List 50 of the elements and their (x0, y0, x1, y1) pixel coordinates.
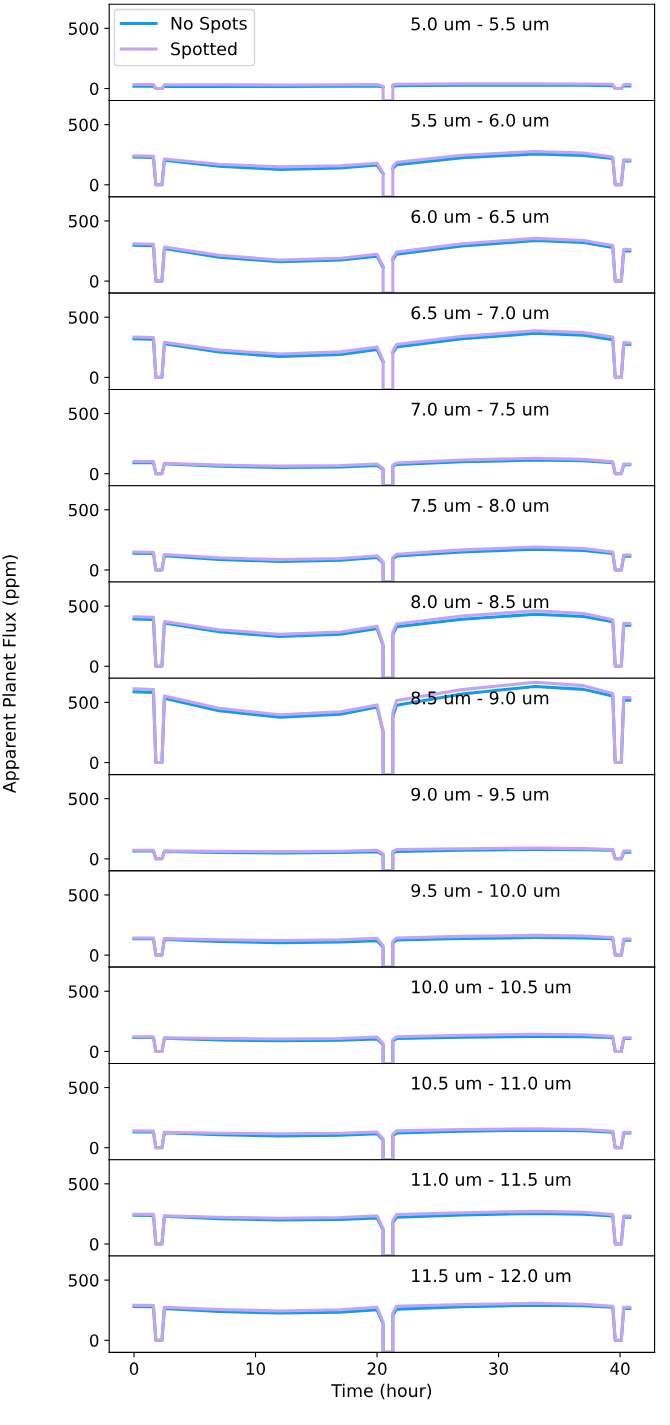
y-tick-label: 0 (89, 371, 99, 384)
y-tick-label: 0 (89, 275, 99, 288)
y-tick-label: 0 (89, 467, 99, 481)
y-tick-label: 500 (68, 1177, 99, 1191)
x-tick-label: 10 (246, 1362, 266, 1375)
y-tick-label: 500 (68, 22, 99, 35)
y-tick-label: 500 (68, 118, 99, 132)
x-tick-label: 0 (129, 1362, 139, 1375)
y-tick-label: 500 (68, 1274, 99, 1287)
y-tick-label: 0 (89, 1141, 99, 1155)
text: 6.0 um - 6.5 um (411, 209, 549, 224)
y-tick-label: 500 (68, 1081, 99, 1095)
y-tick-label: 500 (68, 600, 99, 613)
text: 10.5 um - 11.0 um (412, 1076, 571, 1090)
text: 6.5 um - 7.0 um (411, 306, 549, 320)
y-tick-label: 500 (68, 503, 99, 517)
y-tick-label: 0 (89, 660, 99, 673)
y-axis-title: Apparent Planet Flux (ppm) (2, 555, 20, 794)
y-tick-label: 0 (89, 756, 99, 770)
x-axis-title: Time (hour) (331, 1383, 432, 1400)
text: 5.0 um - 5.5 um (411, 17, 549, 31)
y-tick-label: 0 (89, 852, 99, 866)
x-tick-label: 40 (610, 1362, 630, 1375)
x-tick-label: 20 (367, 1362, 387, 1375)
y-tick-label: 500 (68, 696, 99, 709)
y-tick-label: 0 (89, 563, 99, 577)
y-tick-label: 0 (89, 178, 99, 192)
text: 5.5 um - 6.0 um (411, 113, 549, 127)
legend-label: No Spots (171, 16, 247, 34)
y-tick-label: 500 (68, 407, 99, 421)
text: 11.0 um - 11.5 um (412, 1172, 571, 1186)
text: 11.5 um - 12.0 um (412, 1269, 571, 1283)
legend-label: Spotted (171, 41, 237, 59)
text: 9.0 um - 9.5 um (411, 787, 549, 801)
y-tick-label: 0 (89, 1334, 99, 1347)
y-tick-label: 0 (89, 1045, 99, 1058)
y-tick-label: 0 (89, 949, 99, 962)
y-tick-label: 0 (89, 82, 99, 96)
y-tick-label: 500 (68, 888, 99, 902)
y-tick-label: 0 (89, 1237, 99, 1251)
x-tick-label: 30 (489, 1362, 509, 1375)
y-tick-label: 500 (68, 311, 99, 324)
y-tick-label: 500 (68, 985, 99, 998)
y-tick-label: 500 (68, 792, 99, 806)
y-tick-label: 500 (68, 214, 99, 228)
text: 8.0 um - 8.5 um (411, 595, 549, 609)
text: 9.5 um - 10.0 um (411, 883, 560, 898)
text: 10.0 um - 10.5 um (412, 980, 571, 994)
text: 7.5 um - 8.0 um (411, 498, 549, 512)
text: 7.0 um - 7.5 um (411, 402, 549, 416)
